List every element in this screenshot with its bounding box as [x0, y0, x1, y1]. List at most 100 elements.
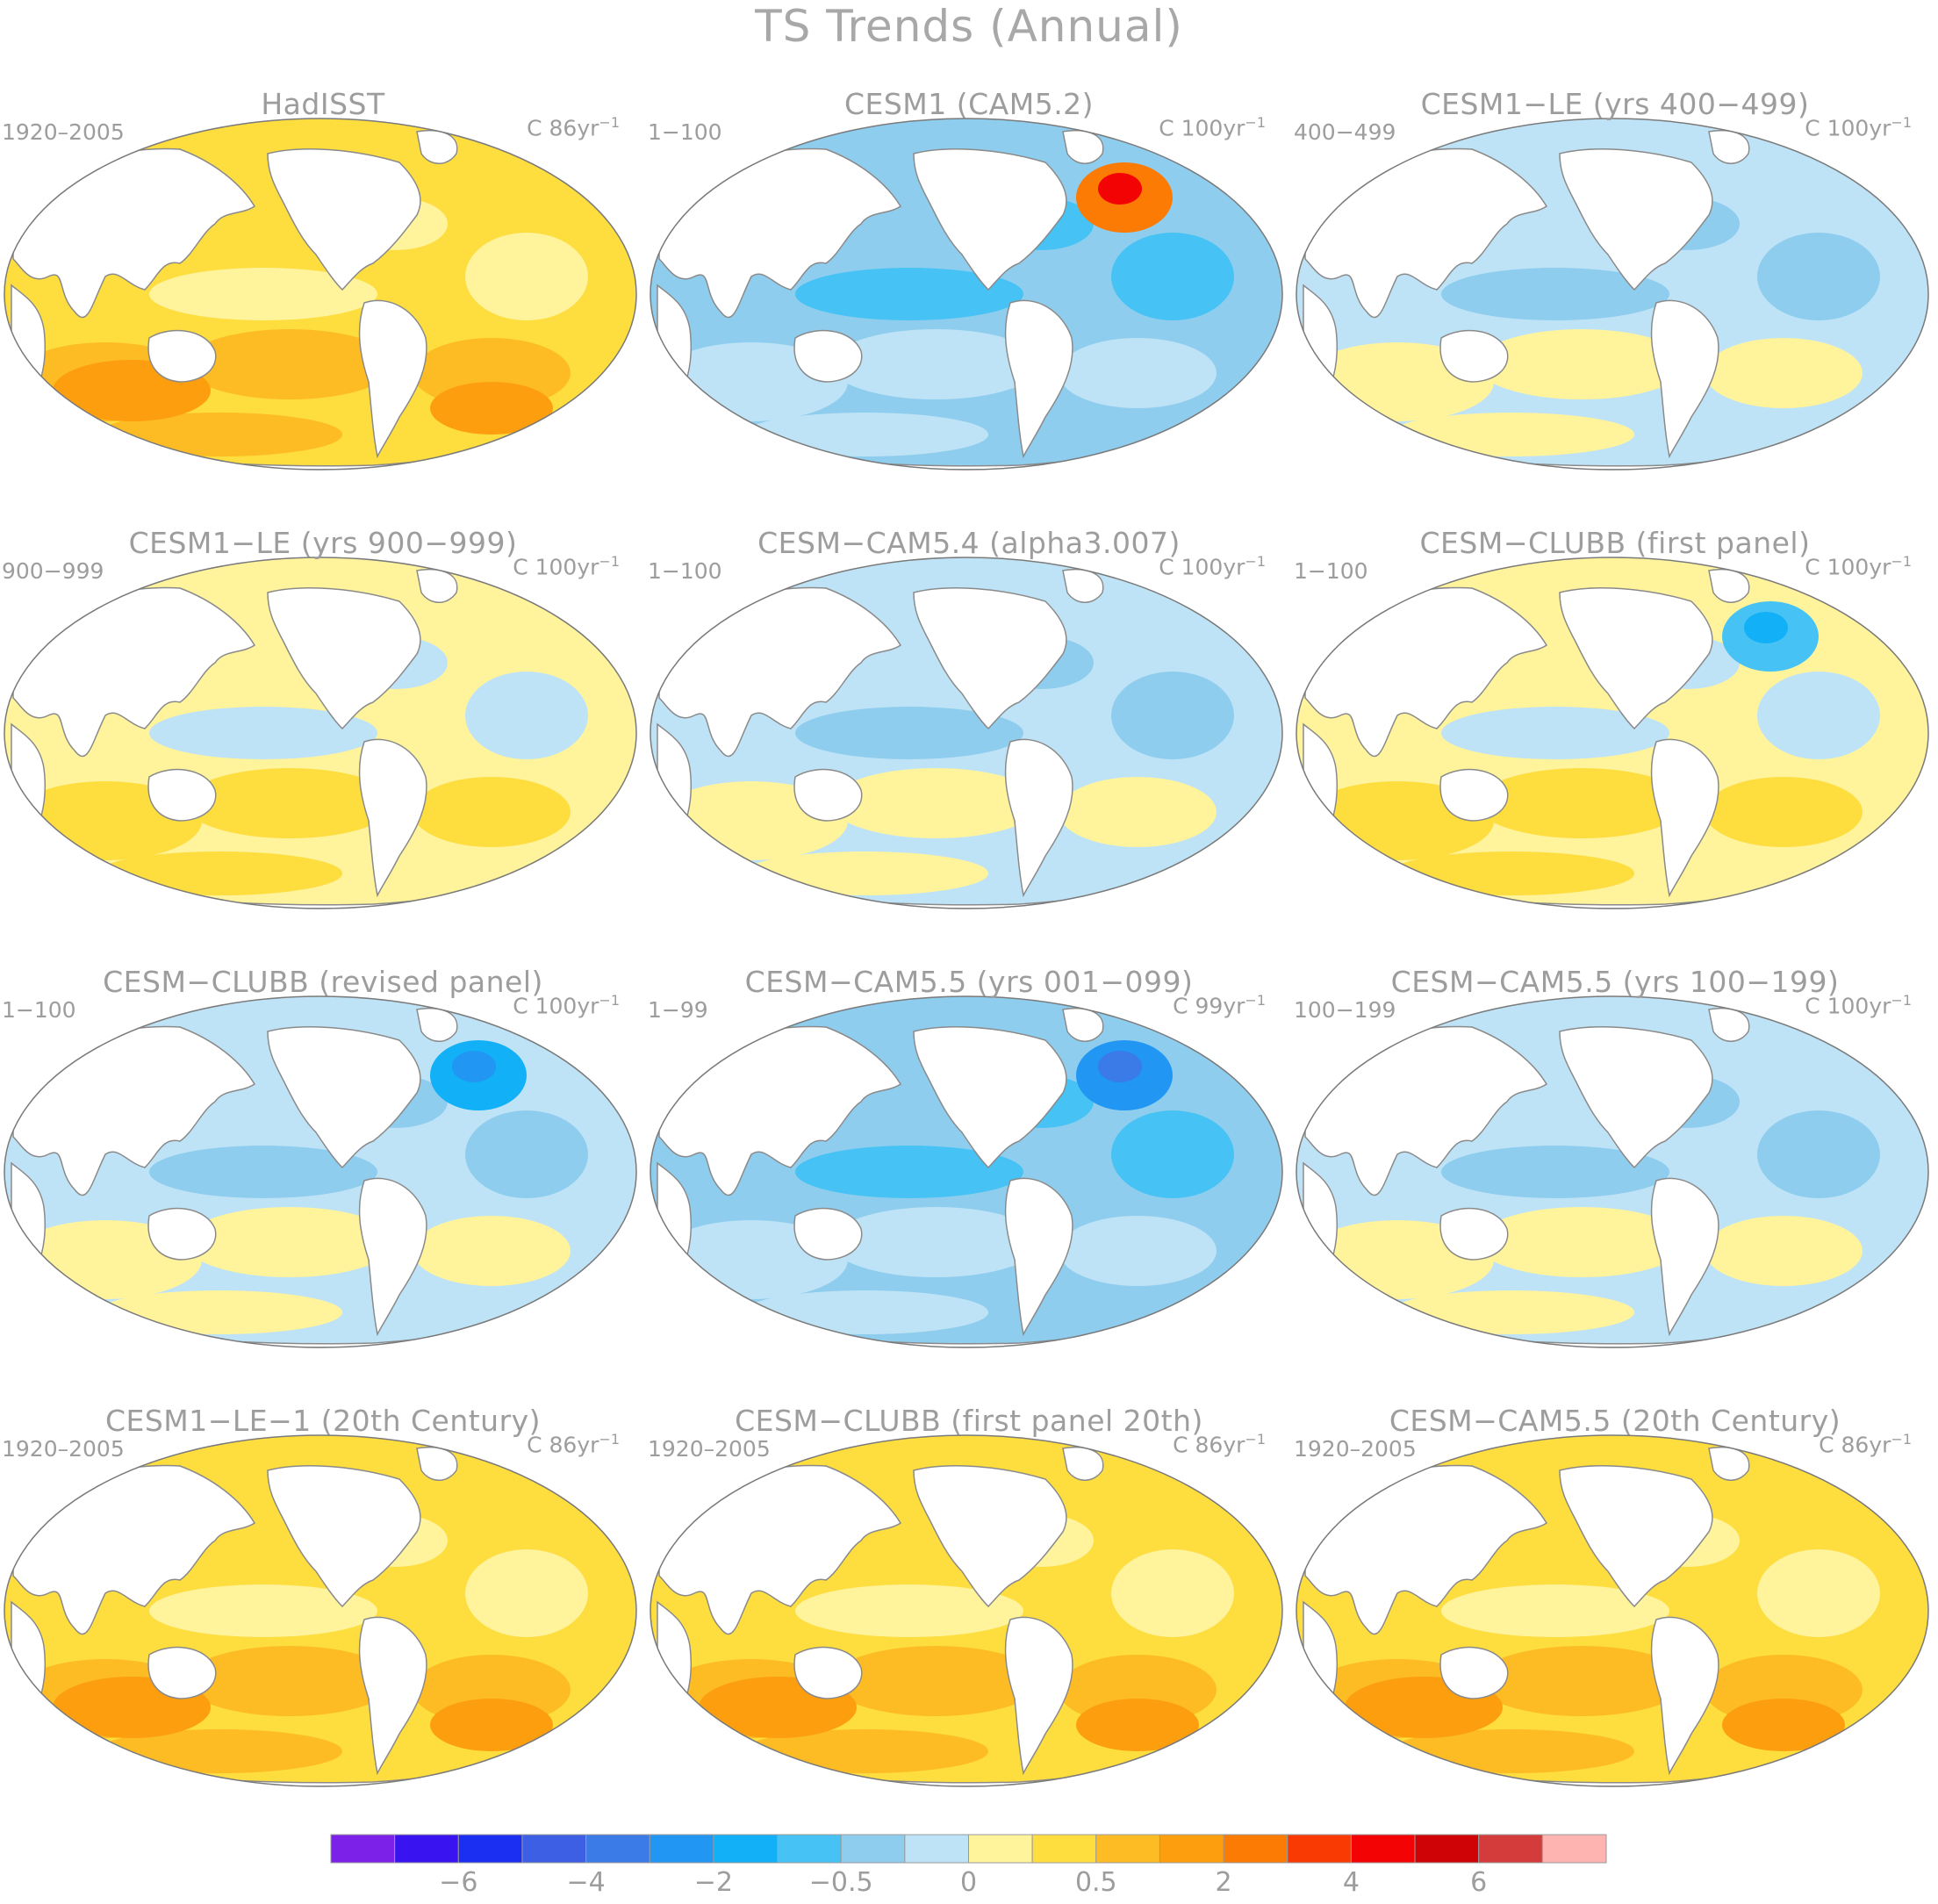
trend-region [1059, 338, 1217, 408]
land-mass [1650, 1177, 1719, 1337]
trend-region [1705, 777, 1863, 847]
panel-title: CESM1−LE−1 (20th Century) [104, 1404, 542, 1438]
land-mass [1004, 299, 1073, 459]
world-map [650, 557, 1283, 909]
map-panel: CESM−CAM5.5 (yrs 001−099) 1−99 C 99yr−1 [646, 966, 1292, 1405]
trend-region [1059, 777, 1217, 847]
trend-region [1757, 1549, 1880, 1637]
panel-period: 900−999 [2, 558, 104, 584]
land-mass [793, 1207, 863, 1261]
trend-region [1722, 1699, 1845, 1751]
map-outline [650, 1434, 1283, 1787]
land-mass [1439, 1646, 1509, 1699]
land-mass [267, 148, 421, 291]
trend-region [795, 707, 1023, 759]
colorbar-tick-label: −2 [693, 1867, 734, 1898]
colorbar-tick-label: −0.5 [808, 1867, 873, 1898]
map-outline [1296, 995, 1929, 1348]
panel-period: 1920–2005 [648, 1436, 771, 1462]
trend-region [1476, 1646, 1687, 1716]
trend-region [465, 233, 588, 320]
trend-region [1757, 1110, 1880, 1198]
land-mass [1004, 1616, 1073, 1776]
panel-units: C 100yr−1 [1159, 114, 1266, 141]
land-mass [358, 1616, 427, 1776]
panel-units: C 100yr−1 [513, 992, 620, 1019]
panel-units: C 100yr−1 [513, 553, 620, 580]
land-mass [793, 768, 863, 822]
world-map [650, 1434, 1283, 1787]
trend-region [1111, 1110, 1234, 1198]
panel-units: C 86yr−1 [1819, 1431, 1912, 1458]
colorbar-tick-label: −4 [566, 1867, 606, 1898]
map-panel: CESM1 (CAM5.2) 1−100 C 100yr−1 [646, 88, 1292, 527]
trend-region [1476, 768, 1687, 838]
panel-units: C 99yr−1 [1173, 992, 1266, 1019]
panel-period: 100−199 [1294, 997, 1396, 1023]
map-outline [4, 995, 637, 1348]
map-outline [4, 557, 637, 909]
land-mass [1559, 587, 1713, 730]
trend-region [149, 1584, 377, 1637]
trend-region [1441, 268, 1669, 320]
map-panel: CESM−CAM5.5 (yrs 100−199) 100−199 C 100yr−… [1292, 966, 1938, 1405]
trend-region [1476, 1207, 1687, 1277]
land-mass [267, 1465, 421, 1608]
trend-region [413, 1216, 571, 1286]
map-outline [650, 995, 1283, 1348]
colorbar-tick-label: −6 [439, 1867, 478, 1898]
land-mass [358, 299, 427, 459]
map-panel: CESM−CLUBB (first panel) 1−100 C 100yr−1 [1292, 527, 1938, 966]
world-map [4, 995, 637, 1348]
panel-period: 1−100 [2, 997, 76, 1023]
land-mass [1439, 329, 1509, 383]
land-mass [358, 1177, 427, 1337]
panel-period: 1−100 [648, 558, 722, 584]
trend-region [184, 1207, 395, 1277]
panel-units: C 100yr−1 [1805, 992, 1912, 1019]
trend-region [430, 382, 553, 435]
panel-title: CESM1 (CAM5.2) [843, 87, 1095, 121]
land-mass [1650, 1616, 1719, 1776]
trend-region [1476, 329, 1687, 399]
panel-period: 1920–2005 [2, 119, 125, 145]
panel-period: 1920–2005 [1294, 1436, 1417, 1462]
trend-region [97, 851, 342, 895]
land-mass [658, 586, 902, 758]
trend-region [1441, 707, 1669, 759]
map-outline [1296, 557, 1929, 909]
trend-region [1111, 672, 1234, 759]
trend-region [830, 1646, 1041, 1716]
figure-title: TS Trends (Annual) [755, 1, 1183, 52]
land-mass [358, 738, 427, 898]
trend-region [1076, 1699, 1199, 1751]
trend-region [830, 768, 1041, 838]
trend-region [830, 1207, 1041, 1277]
trend-region [149, 707, 377, 759]
trend-region [452, 1051, 496, 1082]
panel-title: CESM−CLUBB (first panel) [1419, 526, 1811, 560]
trend-region [465, 1549, 588, 1637]
trend-region [413, 777, 571, 847]
trend-region [184, 329, 395, 399]
land-mass [1650, 738, 1719, 898]
land-mass [147, 1207, 217, 1261]
panel-period: 1−100 [1294, 558, 1368, 584]
land-mass [1304, 1025, 1548, 1196]
panel-units: C 100yr−1 [1805, 114, 1912, 141]
world-map [4, 118, 637, 471]
trend-region [149, 268, 377, 320]
world-map [1296, 557, 1929, 909]
trend-region [149, 1146, 377, 1198]
trend-region [465, 672, 588, 759]
trend-region [1705, 338, 1863, 408]
colorbar-tick-label: 0 [959, 1867, 978, 1898]
map-outline [4, 1434, 637, 1787]
trend-region [1098, 1051, 1142, 1082]
land-mass [1304, 1464, 1548, 1635]
panel-period: 1920–2005 [2, 1436, 125, 1462]
map-panel: CESM1−LE (yrs 900−999) 900−999 C 100yr−1 [0, 527, 646, 966]
world-map [1296, 118, 1929, 471]
trend-region [743, 1290, 988, 1334]
colorbar-tick-label: 2 [1215, 1867, 1232, 1898]
